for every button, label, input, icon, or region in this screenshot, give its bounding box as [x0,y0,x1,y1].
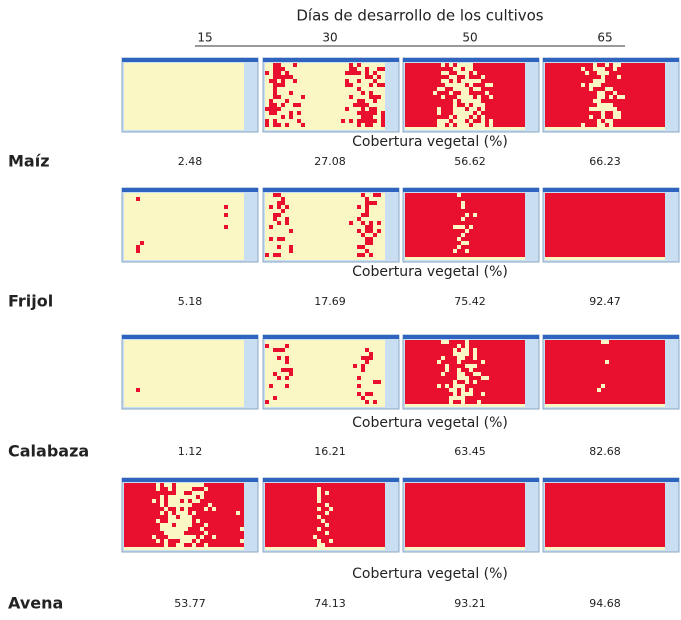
crop-name: Calabaza [8,442,89,461]
panel-bar [543,188,679,192]
coverage-label: Cobertura vegetal (%) [352,264,508,280]
coverage-value: 2.48 [178,155,203,168]
panel-bar [122,478,258,482]
coverage-value: 5.18 [178,295,203,308]
crop-name: Frijol [8,292,53,311]
day-label: 65 [597,31,612,45]
panel-bar [263,335,399,339]
coverage-value: 75.42 [454,295,486,308]
panel-bar [122,188,258,192]
panel-bar [263,188,399,192]
coverage-value: 56.62 [454,155,486,168]
panel-bar [263,58,399,62]
coverage-value: 17.69 [314,295,346,308]
panel-bar [403,335,539,339]
coverage-value: 82.68 [589,445,621,458]
coverage-value: 94.68 [589,597,621,610]
panel-bar [543,58,679,62]
panel-field [124,63,244,130]
coverage-map [545,483,665,547]
coverage-value: 74.13 [314,597,346,610]
coverage-map [545,193,665,257]
coverage-map [265,483,385,547]
coverage-value: 27.08 [314,155,346,168]
coverage-value: 93.21 [454,597,486,610]
coverage-value: 16.21 [314,445,346,458]
panel-bar [403,58,539,62]
day-label: 50 [462,31,477,45]
panel-bar [122,58,258,62]
panel-bar [543,335,679,339]
day-label: 15 [197,31,212,45]
coverage-map [405,193,525,257]
crop-name: Avena [8,594,63,613]
coverage-label: Cobertura vegetal (%) [352,134,508,150]
coverage-label: Cobertura vegetal (%) [352,415,508,431]
panel-field [124,340,244,407]
figure-title: Días de desarrollo de los cultivos [296,7,543,25]
coverage-map [405,483,525,547]
panel-bar [122,335,258,339]
panel-bar [403,188,539,192]
coverage-value: 1.12 [178,445,203,458]
crop-name: Maíz [8,152,50,171]
panel-bar [403,478,539,482]
coverage-map [136,388,140,392]
figure: Días de desarrollo de los cultivos 15 30 5… [0,0,681,620]
panel-bar [543,478,679,482]
day-label: 30 [322,31,337,45]
coverage-value: 63.45 [454,445,486,458]
coverage-value: 92.47 [589,295,621,308]
coverage-value: 53.77 [174,597,206,610]
panel-bar [263,478,399,482]
coverage-map [545,340,665,404]
coverage-label: Cobertura vegetal (%) [352,566,508,582]
coverage-value: 66.23 [589,155,621,168]
